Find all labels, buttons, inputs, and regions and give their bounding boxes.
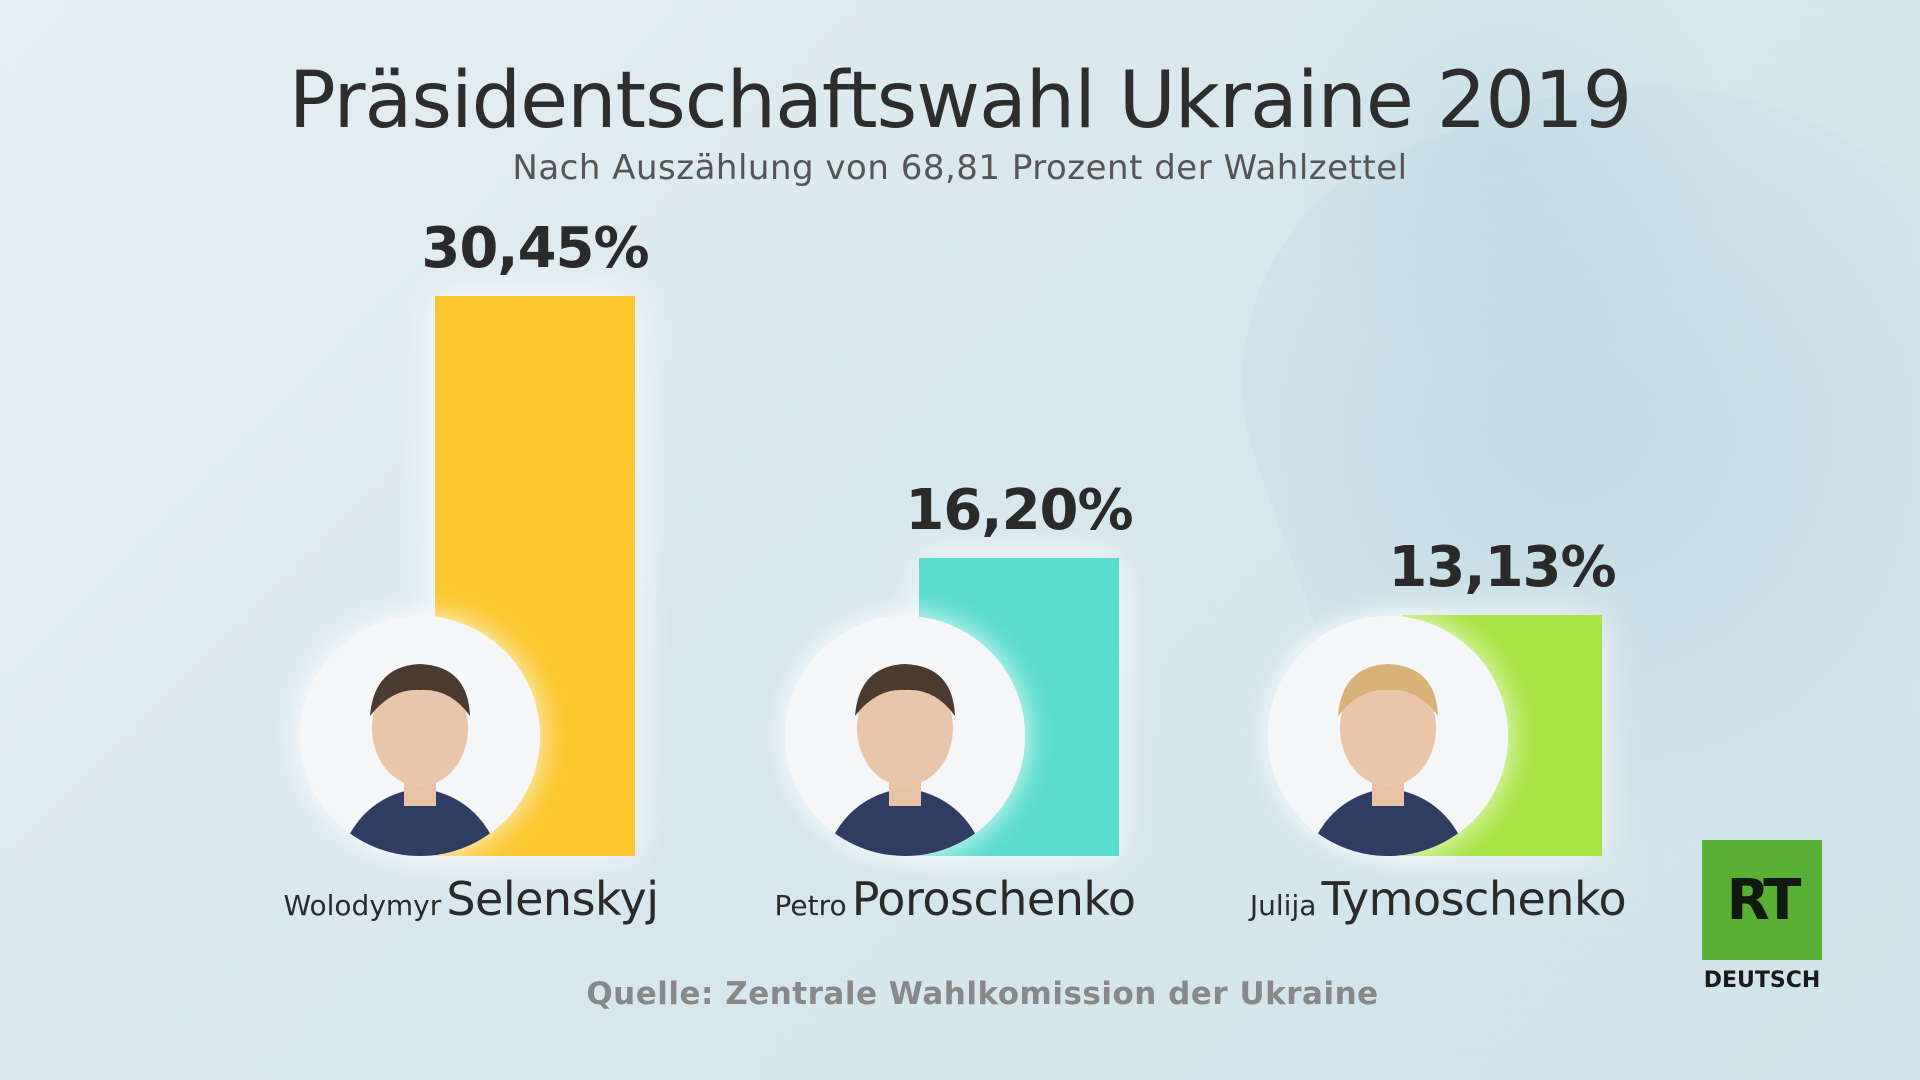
candidate-first-name: Petro [774, 889, 847, 922]
rt-logo-subtitle: DEUTSCH [1703, 968, 1821, 993]
candidate-name-2: Petro Poroschenko [735, 872, 1175, 926]
candidate-portrait-3 [1268, 616, 1508, 856]
chart-subtitle: Nach Auszählung von 68,81 Prozent der Wa… [512, 148, 1408, 188]
source-note: Quelle: Zentrale Wahlkomission der Ukrai… [586, 976, 1379, 1012]
value-label-2: 16,20% [905, 478, 1133, 543]
candidate-first-name: Wolodymyr [283, 889, 442, 922]
rt-logo: RT [1702, 840, 1822, 960]
candidate-name-1: Wolodymyr Selenskyj [251, 872, 691, 926]
candidate-first-name: Julija [1249, 889, 1317, 922]
candidate-portrait-2 [785, 616, 1025, 856]
candidate-last-name: Selenskyj [446, 872, 659, 926]
candidate-last-name: Tymoschenko [1321, 872, 1627, 926]
candidate-portrait-1 [300, 616, 540, 856]
candidate-last-name: Poroschenko [851, 872, 1136, 926]
background-shape [1240, 0, 1760, 360]
value-label-3: 13,13% [1388, 535, 1616, 600]
rt-logo-mark: RT [1726, 867, 1802, 933]
value-label-1: 30,45% [421, 216, 649, 281]
candidate-name-3: Julija Tymoschenko [1218, 872, 1658, 926]
chart-title: Präsidentschaftswahl Ukraine 2019 [288, 56, 1632, 146]
